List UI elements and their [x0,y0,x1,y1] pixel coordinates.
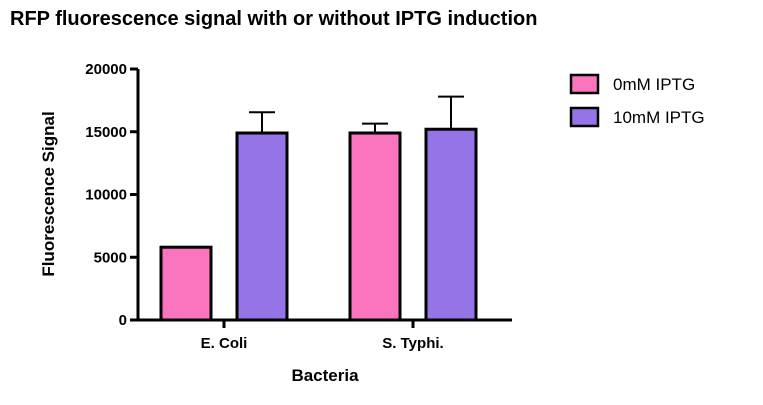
bars-group [159,95,478,322]
x-tick-group: E. Coli S. Typhi. [201,320,444,352]
y-tick-label: 15000 [85,124,127,141]
y-tick-label: 10000 [85,187,127,204]
y-tick-label: 20000 [85,61,127,78]
legend-swatch [569,73,600,95]
bar-10mm-styphi [424,127,478,322]
bar-0mm-styphi [348,131,402,322]
bar-0mm-ecoli [159,245,213,322]
bar-10mm-ecoli [235,131,289,322]
legend: 0mM IPTG 10mM IPTG [569,73,705,128]
legend-label: 10mM IPTG [613,108,705,127]
x-tick-label: E. Coli [201,335,248,352]
x-axis-label: Bacteria [291,366,359,385]
y-axis-label: Fluorescence Signal [39,111,58,276]
y-tick-group: 0 5000 10000 15000 20000 [85,61,138,329]
x-tick-label: S. Typhi. [382,335,443,352]
axes-group [136,69,512,322]
chart-title: RFP fluorescence signal with or without … [10,8,537,30]
legend-label: 0mM IPTG [613,75,695,94]
y-tick-label: 5000 [94,249,127,266]
legend-swatch [569,106,600,128]
y-tick-label: 0 [119,312,127,329]
